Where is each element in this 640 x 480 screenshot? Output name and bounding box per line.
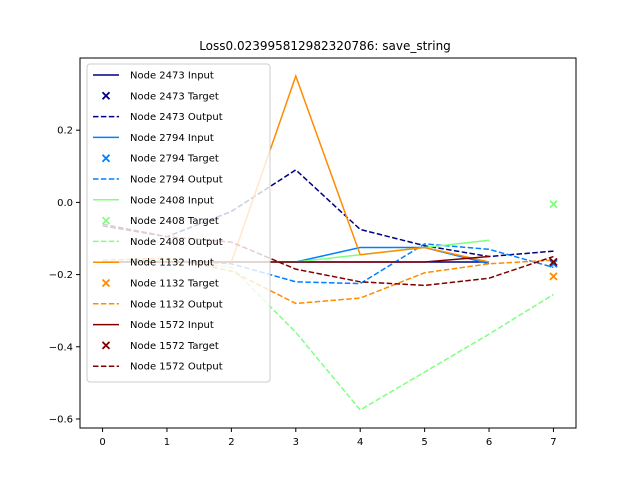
- legend-handle-target-1: [101, 154, 111, 163]
- y-axis: −0.6 −0.4 −0.2 0.0 0.2: [49, 126, 80, 425]
- series-line-output-0: [102, 168, 554, 258]
- legend-label-target-2: Node 2408 Target: [130, 216, 219, 227]
- target-marker-2: [549, 200, 558, 209]
- y-tick-label-1: −0.4: [49, 342, 73, 353]
- legend-label-input-0: Node 2473 Input: [130, 71, 214, 82]
- legend-label-output-4: Node 1572 Output: [130, 362, 223, 373]
- legend-label-output-1: Node 2794 Output: [130, 175, 223, 186]
- y-tick-label-4: 0.2: [57, 126, 73, 137]
- target-marker-4: [549, 257, 558, 267]
- legend: Node 2473 Input Node 2473 Target Node 2473…: [86, 63, 271, 383]
- y-tick-label-0: −0.6: [49, 414, 73, 425]
- legend-label-output-3: Node 1132 Output: [130, 299, 223, 310]
- legend-handle-target-2: [101, 216, 111, 225]
- legend-label-target-1: Node 2794 Target: [130, 154, 219, 165]
- legend-handle-target-4: [101, 341, 111, 350]
- legend-handle-target-3: [101, 278, 111, 288]
- axes-frame: [79, 57, 577, 429]
- legend-label-input-3: Node 1132 Input: [130, 258, 214, 269]
- chart-title: Loss0.023995812982320786: save_string: [199, 39, 451, 53]
- x-tick-label-2: 2: [228, 437, 234, 448]
- legend-label-target-3: Node 1132 Target: [130, 279, 219, 290]
- y-tick-label-3: 0.0: [57, 198, 73, 209]
- y-tick-label-2: −0.2: [49, 270, 73, 281]
- legend-label-output-0: Node 2473 Output: [130, 112, 223, 123]
- legend-label-target-0: Node 2473 Target: [130, 91, 219, 102]
- legend-label-input-1: Node 2794 Input: [130, 133, 214, 144]
- x-tick-label-5: 5: [421, 437, 427, 448]
- plot-markers: [549, 200, 558, 281]
- x-tick-label-0: 0: [99, 437, 105, 448]
- legend-label-output-2: Node 2408 Output: [130, 237, 223, 248]
- x-tick-label-7: 7: [550, 437, 556, 448]
- target-marker-3: [549, 272, 558, 281]
- x-tick-label-4: 4: [357, 437, 363, 448]
- x-tick-label-1: 1: [164, 437, 170, 448]
- legend-label-input-4: Node 1572 Input: [130, 320, 214, 331]
- x-tick-label-3: 3: [293, 437, 299, 448]
- x-axis: 0 1 2 3 4 5 6 7: [99, 428, 557, 448]
- legend-handle-target-0: [101, 91, 111, 100]
- legend-label-input-2: Node 2408 Input: [130, 195, 214, 206]
- legend-box: [86, 63, 271, 383]
- target-marker-1: [549, 259, 558, 268]
- x-tick-label-6: 6: [486, 437, 492, 448]
- legend-label-target-4: Node 1572 Target: [130, 341, 219, 352]
